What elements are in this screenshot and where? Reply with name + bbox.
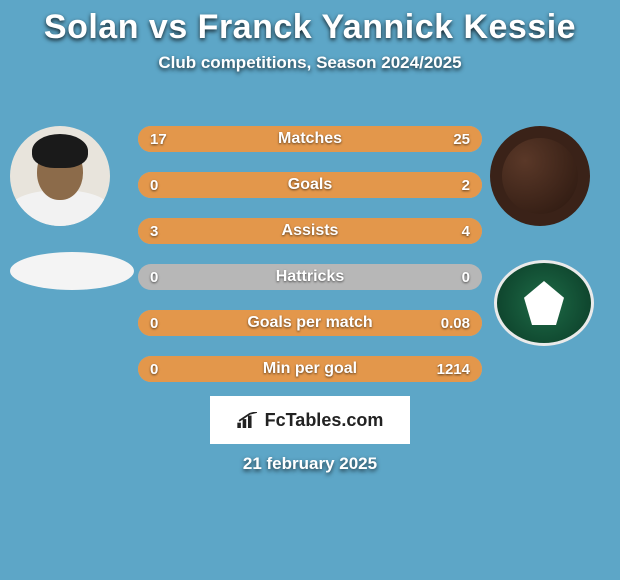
stat-row: 01214Min per goal [138,356,482,382]
watermark-text: FcTables.com [265,410,384,431]
watermark: FcTables.com [210,396,410,444]
chart-icon [237,412,259,428]
stat-row: 00.08Goals per match [138,310,482,336]
stat-label: Min per goal [138,356,482,382]
stat-label: Assists [138,218,482,244]
page-title: Solan vs Franck Yannick Kessie [0,0,620,47]
stat-label: Goals per match [138,310,482,336]
subtitle: Club competitions, Season 2024/2025 [0,53,620,73]
stat-label: Goals [138,172,482,198]
stat-row: 34Assists [138,218,482,244]
stat-row: 1725Matches [138,126,482,152]
stat-row: 00Hattricks [138,264,482,290]
stat-row: 02Goals [138,172,482,198]
stats-bars: 1725Matches 02Goals 34Assists 00Hattricks 00… [138,126,482,402]
player-avatar-right [490,126,590,226]
stat-label: Matches [138,126,482,152]
date-text: 21 february 2025 [0,454,620,474]
stat-label: Hattricks [138,264,482,290]
comparison-card: Solan vs Franck Yannick Kessie Club comp… [0,0,620,580]
club-logo-left [10,252,134,290]
club-logo-right [494,260,594,346]
player-avatar-left [10,126,110,226]
